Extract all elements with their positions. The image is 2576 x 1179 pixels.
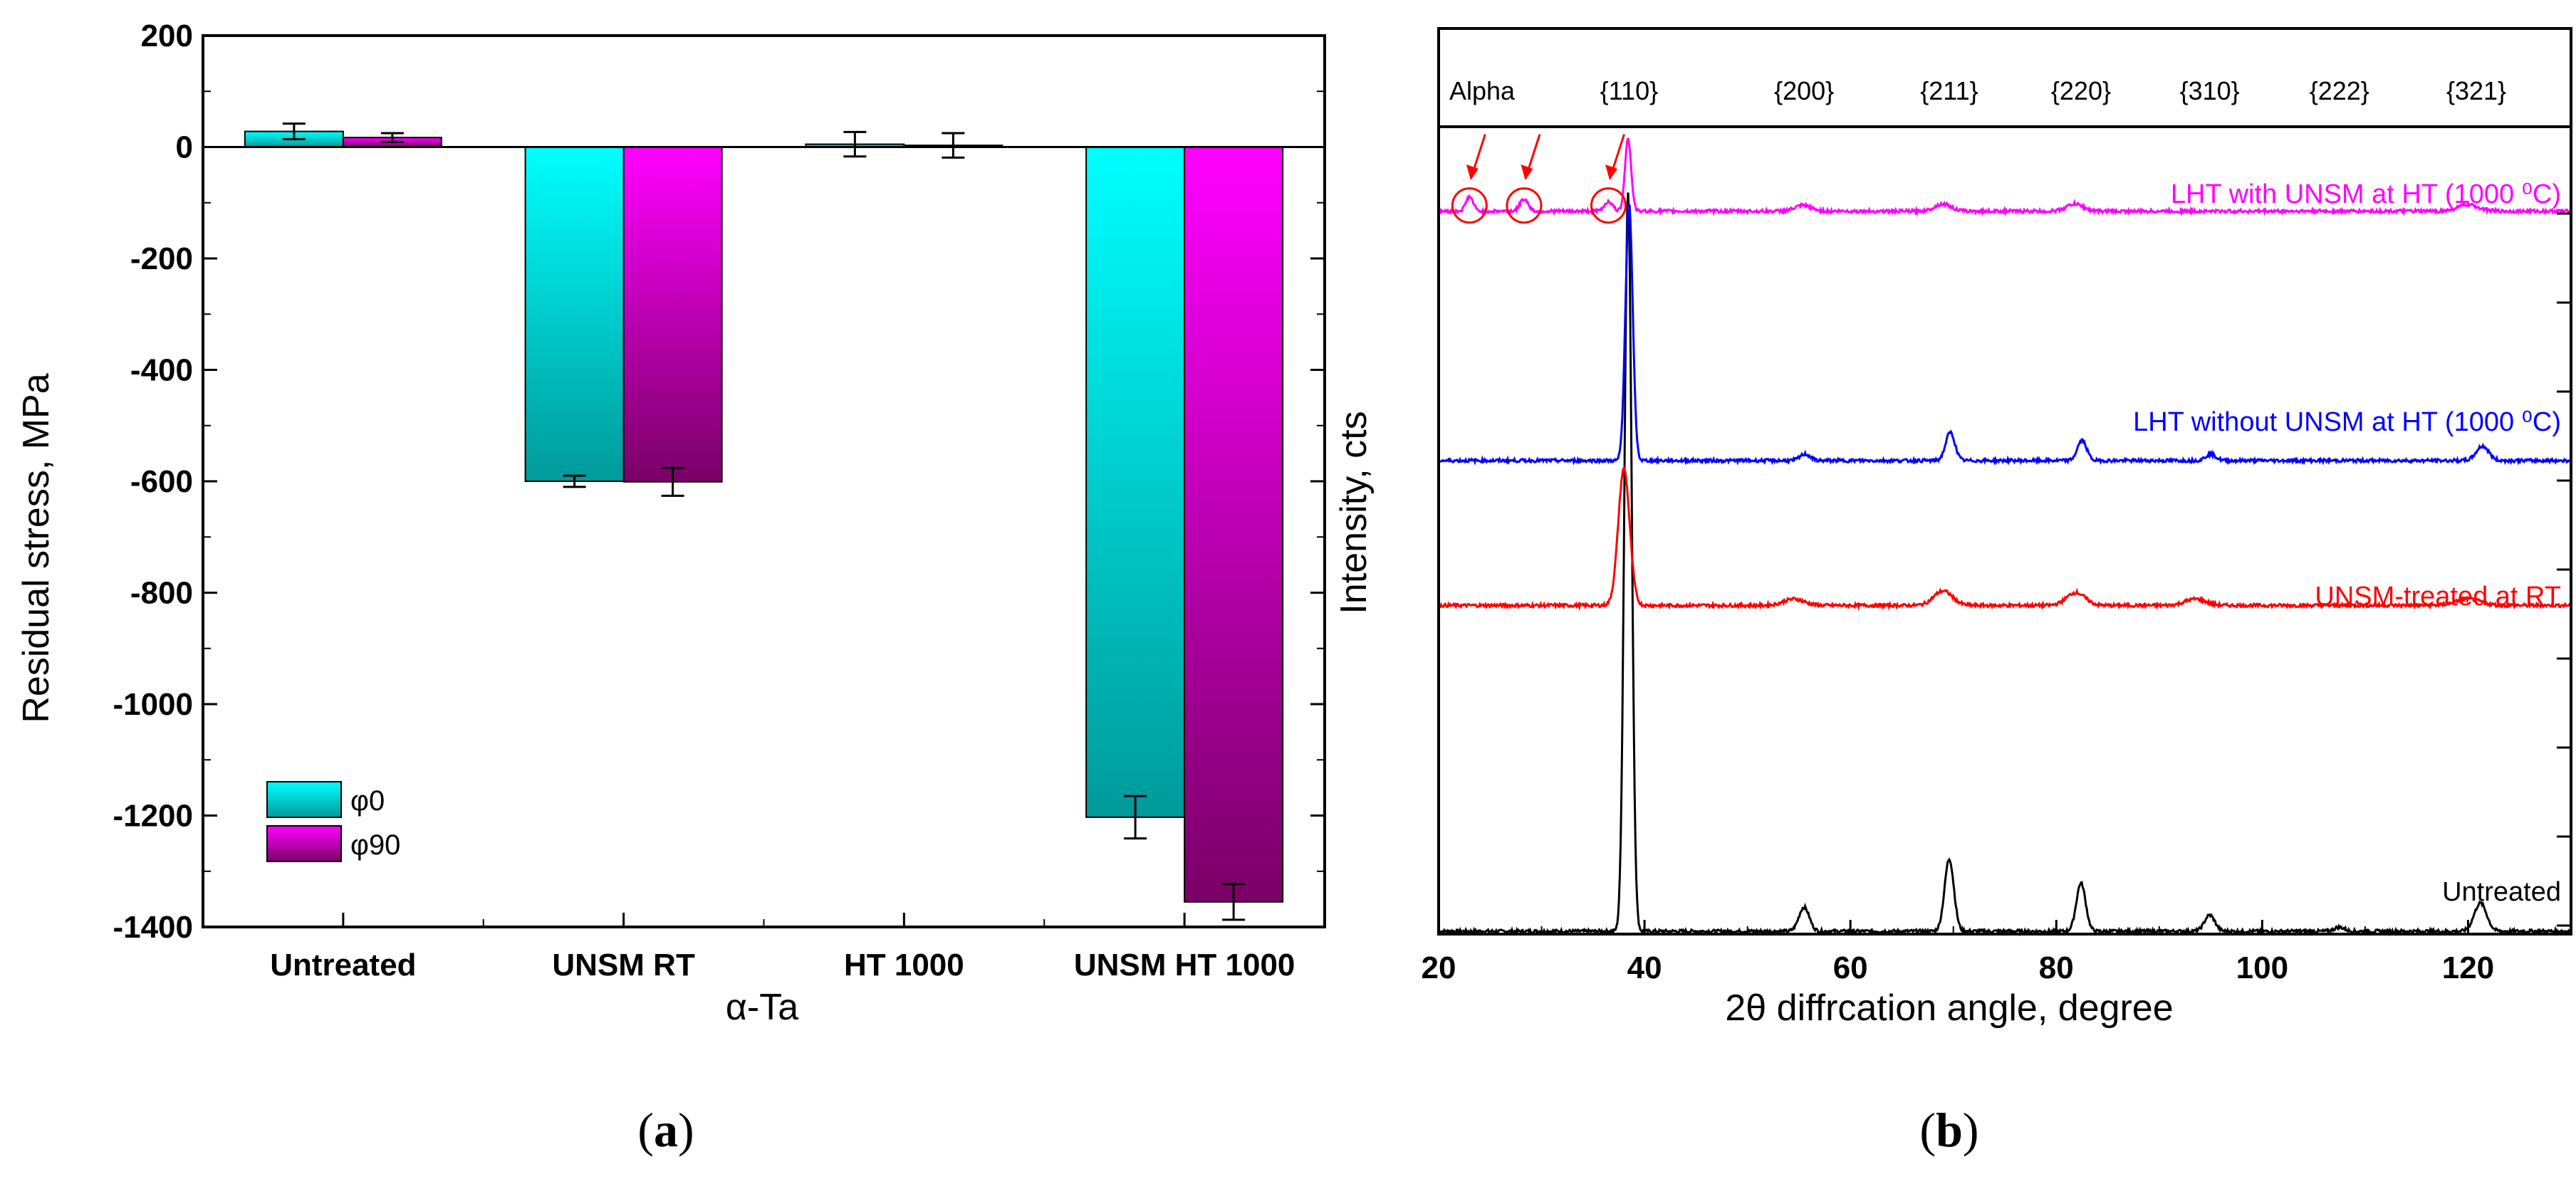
peak-highlight-arrowhead bbox=[1466, 164, 1479, 180]
error-bar-unsm-ht-1000-90 bbox=[1222, 883, 1246, 921]
panel-label-b: (b) bbox=[1919, 1103, 1978, 1157]
legend-swatch-90 bbox=[266, 825, 342, 862]
peak-label-310: {310} bbox=[2180, 76, 2240, 105]
error-bar-untreated-90 bbox=[380, 132, 404, 143]
peak-label-222: {222} bbox=[2310, 76, 2369, 105]
y-axis-title-a: Residual stress, MPa bbox=[16, 373, 57, 723]
peak-label-321: {321} bbox=[2446, 76, 2506, 105]
panel-a-bar-chart: 200 0 -200 -400 -600 -800 -1000 -1200 -1400 Untr… bbox=[16, 19, 1326, 1157]
xrd-curve-untreated bbox=[1438, 192, 2572, 937]
y-tick-label-a: -200 bbox=[130, 241, 193, 276]
category-label-ht-1000: HT 1000 bbox=[844, 948, 964, 983]
peak-highlight-arrowhead bbox=[1521, 164, 1533, 180]
x-tick-label-b: 80 bbox=[2039, 950, 2074, 985]
y-tick-label-a: -600 bbox=[130, 464, 193, 499]
y-axis-title-b: Intensity, cts bbox=[1333, 411, 1375, 614]
peak-label-200: {200} bbox=[1774, 76, 1834, 105]
panel-label-a: (a) bbox=[637, 1103, 694, 1157]
y-tick-label-a: -1200 bbox=[113, 799, 193, 834]
category-label-untreated: Untreated bbox=[270, 948, 416, 983]
error-bar-ht-1000-0 bbox=[843, 130, 867, 158]
bar-unsm-rt-0 bbox=[524, 146, 625, 482]
peak-label-110: {110} bbox=[1600, 76, 1658, 105]
x-axis-title-a: α-Ta bbox=[726, 987, 798, 1028]
bar-unsm-rt-90 bbox=[622, 146, 723, 483]
peak-highlight-circle bbox=[1451, 187, 1488, 224]
panel-b-xrd-chart: 20 40 60 80 100 120 {110} {200} {211} {220} {310}… bbox=[1333, 27, 2572, 1157]
bar-unsm-ht-1000-0 bbox=[1085, 146, 1186, 818]
legend-label-0: φ0 bbox=[350, 785, 385, 817]
x-tick-label-b: 120 bbox=[2442, 950, 2494, 985]
y-tick-label-a: 200 bbox=[141, 19, 193, 53]
y-tick-label-a: -800 bbox=[130, 576, 193, 611]
peak-label-220: {220} bbox=[2051, 76, 2111, 105]
xrd-curve-unsm-treated-at-rt bbox=[1437, 465, 2572, 612]
peak-highlight-circle bbox=[1506, 187, 1543, 224]
xrd-curve-lht-with-unsm-at-ht-1000-c bbox=[1437, 137, 2572, 217]
error-bar-unsm-rt-0 bbox=[563, 474, 586, 488]
curve-label-lht-without-unsm-at-ht-1000-c: LHT without UNSM at HT (1000 ⁰C) bbox=[2133, 407, 2561, 437]
xrd-curve-lht-without-unsm-at-ht-1000-c bbox=[1437, 200, 2572, 466]
x-tick-label-b: 20 bbox=[1422, 950, 1456, 985]
x-tick-label-b: 60 bbox=[1833, 950, 1868, 985]
peak-highlight-circle bbox=[1590, 187, 1627, 224]
y-tick-label-a: -1000 bbox=[113, 687, 193, 722]
alpha-header-label: Alpha bbox=[1449, 76, 1516, 105]
error-bar-unsm-ht-1000-0 bbox=[1124, 795, 1147, 840]
error-bar-unsm-rt-90 bbox=[661, 466, 684, 497]
y-tick-label-a: 0 bbox=[176, 130, 193, 165]
category-label-unsm-ht-1000: UNSM HT 1000 bbox=[1074, 948, 1295, 983]
x-tick-label-b: 100 bbox=[2236, 950, 2288, 985]
curve-label-lht-with-unsm-at-ht-1000-c: LHT with UNSM at HT (1000 ⁰C) bbox=[2171, 179, 2561, 209]
x-axis-title-b: 2θ diffrcation angle, degree bbox=[1725, 987, 2173, 1029]
error-bar-untreated-0 bbox=[282, 122, 306, 141]
peak-label-211: {211} bbox=[1920, 76, 1978, 105]
plot-frame-b bbox=[1437, 27, 2572, 936]
bar-unsm-ht-1000-90 bbox=[1184, 146, 1284, 903]
curve-label-unsm-treated-at-rt: UNSM-treated at RT bbox=[2315, 582, 2561, 612]
y-tick-label-a: -400 bbox=[130, 353, 193, 388]
error-bar-ht-1000-90 bbox=[942, 132, 965, 159]
curve-label-untreated: Untreated bbox=[2442, 877, 2561, 907]
category-label-unsm-rt: UNSM RT bbox=[552, 948, 695, 983]
legend-label-90: φ90 bbox=[350, 829, 400, 861]
y-tick-label-a: -1400 bbox=[113, 910, 193, 945]
legend-swatch-0 bbox=[266, 781, 342, 818]
peak-highlight-arrowhead bbox=[1605, 164, 1618, 180]
x-tick-label-b: 40 bbox=[1627, 950, 1662, 985]
